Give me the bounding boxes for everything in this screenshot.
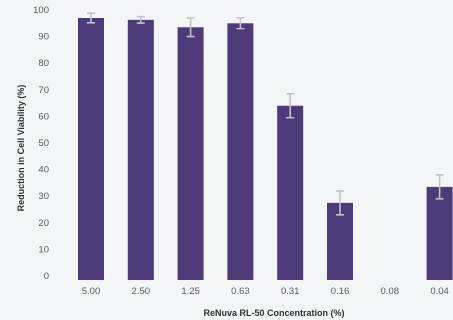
y-tick-label: 0 — [44, 271, 49, 282]
error-bar — [336, 190, 344, 216]
y-tick-label: 80 — [38, 58, 49, 69]
y-tick-label: 100 — [33, 5, 49, 16]
x-tick-label: 5.00 — [82, 286, 101, 297]
x-tick-label: 0.04 — [430, 286, 449, 297]
y-tick-label: 50 — [38, 138, 49, 149]
error-bar — [286, 93, 295, 119]
y-axis-label: Reduction in Cell Viability (%) — [16, 85, 26, 212]
y-tick-label: 10 — [38, 244, 49, 255]
x-tick-label: 0.08 — [381, 286, 400, 297]
y-tick-label: 20 — [38, 218, 49, 229]
y-tick-label: 70 — [38, 85, 49, 96]
y-tick-label: 60 — [38, 111, 49, 122]
x-tick-label: 0.63 — [231, 286, 250, 297]
bar — [227, 23, 254, 281]
error-bar — [186, 17, 195, 38]
y-tick-label: 30 — [38, 191, 49, 202]
bar — [426, 186, 453, 280]
bar — [127, 19, 154, 281]
bar — [327, 202, 353, 280]
x-tick-label: 1.25 — [181, 286, 200, 297]
y-tick-label: 40 — [38, 165, 49, 176]
y-axis-ticks: 0 10 20 30 40 50 60 70 80 90 100 — [33, 5, 49, 282]
error-bar — [87, 12, 95, 24]
x-tick-label: 0.31 — [281, 286, 300, 297]
error-bars-layer — [87, 12, 444, 216]
error-bar — [236, 17, 245, 30]
bar — [78, 17, 104, 281]
error-bar — [435, 174, 444, 200]
x-axis-label: ReNuva RL-50 Concentration (%) — [203, 308, 344, 318]
bars-layer — [78, 17, 453, 281]
bar — [277, 105, 304, 281]
x-axis-ticks: 5.00 2.50 1.25 0.63 0.31 0.16 0.08 0.04 — [82, 286, 449, 297]
y-tick-label: 90 — [38, 32, 49, 43]
bar — [177, 27, 204, 280]
x-tick-label: 2.50 — [132, 286, 151, 297]
error-bar — [136, 15, 145, 24]
x-tick-label: 0.16 — [331, 286, 350, 297]
